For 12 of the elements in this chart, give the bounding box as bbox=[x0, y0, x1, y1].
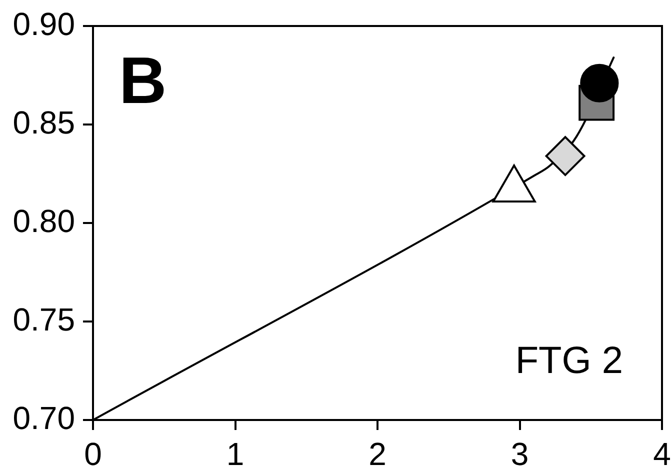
y-tick-label: 0.90 bbox=[12, 6, 75, 42]
x-tick-label: 0 bbox=[84, 436, 102, 472]
annotation: B bbox=[119, 43, 167, 117]
annotation: FTG 2 bbox=[515, 340, 623, 382]
y-tick-label: 0.75 bbox=[12, 301, 75, 338]
y-tick-label: 0.80 bbox=[12, 202, 75, 239]
x-tick-label: 4 bbox=[653, 436, 671, 472]
x-tick-label: 3 bbox=[510, 436, 529, 472]
y-tick-label: 0.70 bbox=[12, 400, 75, 436]
y-tick-label: 0.85 bbox=[12, 104, 75, 140]
x-tick-label: 1 bbox=[226, 436, 244, 472]
x-tick-label: 2 bbox=[368, 436, 386, 472]
